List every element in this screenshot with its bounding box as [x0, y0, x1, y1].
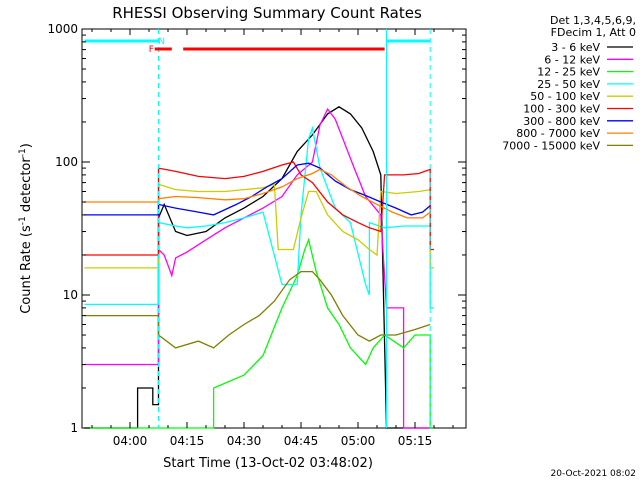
legend-label-2: 6 - 12 keV — [544, 53, 600, 66]
flag-label-1: F — [149, 45, 154, 55]
y-axis-label-part: Count Rate (s — [19, 225, 34, 314]
legend-label-3: 12 - 25 keV — [537, 66, 600, 79]
series-line-9 — [84, 270, 431, 349]
y-axis-label-part: detector — [19, 157, 34, 217]
annotation-layer: FN — [84, 29, 431, 428]
series-line-6 — [84, 161, 434, 256]
series-layer — [84, 106, 434, 429]
flag-label-2: N — [158, 37, 165, 47]
legend-label-5: 50 - 100 keV — [530, 90, 600, 103]
x-tick-label-6: 05:15 — [398, 434, 433, 448]
x-tick-label-2: 04:15 — [170, 434, 205, 448]
legend-label-9: 7000 - 15000 keV — [502, 139, 600, 152]
plot-frame — [81, 28, 467, 429]
series-line-8 — [84, 168, 431, 219]
legend-label-6: 100 - 300 keV — [523, 103, 600, 116]
legend: Det 1,3,4,5,6,9,FDecim 1, Att 0 3 - 6 keV… — [502, 14, 636, 152]
y-axis-label-part: -1 — [18, 216, 28, 225]
series-line-7 — [84, 162, 431, 216]
y-tick-label-4: 1000 — [47, 22, 78, 36]
y-axis-label: Count Rate (s-1 detector-1) — [18, 143, 34, 314]
legend-label-1: 3 - 6 keV — [551, 41, 600, 54]
legend-label-7: 300 - 800 keV — [523, 115, 600, 128]
series-line-2 — [84, 107, 434, 429]
legend-header-2: FDecim 1, Att 0 — [551, 26, 636, 39]
series-line-1 — [84, 106, 434, 429]
legend-label-4: 25 - 50 keV — [537, 78, 600, 91]
x-tick-label-3: 04:30 — [227, 434, 262, 448]
y-tick-label-2: 10 — [63, 288, 78, 302]
series-line-3 — [84, 237, 434, 429]
y-tick-label-3: 100 — [55, 155, 78, 169]
series-line-5 — [84, 183, 434, 269]
x-tick-label-1: 04:00 — [113, 434, 148, 448]
y-axis-label-part: ) — [19, 143, 34, 148]
y-axis-label-text: Count Rate (s-1 detector-1) — [18, 143, 34, 314]
x-axis: 04:00 04:15 04:30 04:45 05:00 05:15 — [91, 29, 454, 448]
legend-label-8: 800 - 7000 keV — [516, 127, 600, 140]
x-tick-label-4: 04:45 — [284, 434, 319, 448]
legend-header-1: Det 1,3,4,5,6,9, — [550, 14, 636, 27]
y-axis-label-part: -1 — [18, 148, 28, 157]
x-tick-label-5: 05:00 — [341, 434, 376, 448]
x-axis-label: Start Time (13-Oct-02 03:48:02) — [163, 456, 373, 471]
series-line-4 — [84, 125, 434, 309]
y-tick-label-1: 1 — [70, 421, 78, 435]
timestamp: 20-Oct-2021 08:02 — [551, 469, 636, 479]
y-axis: 1 10 100 1000 — [47, 22, 466, 435]
chart-title: RHESSI Observing Summary Count Rates — [112, 4, 422, 22]
